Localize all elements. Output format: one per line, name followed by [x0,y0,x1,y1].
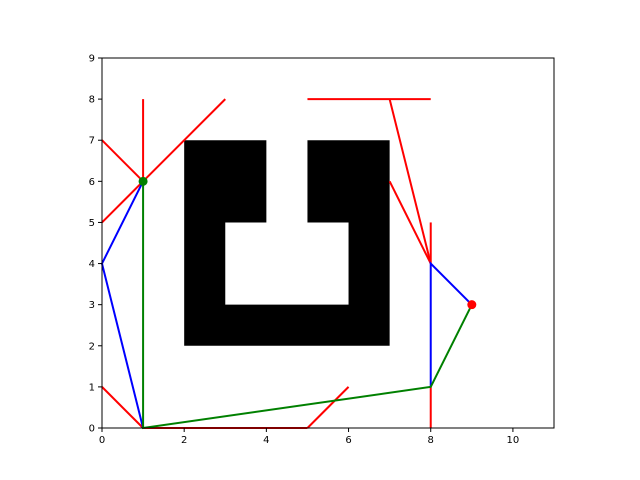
red-segment-5 [388,98,432,264]
red-segment-1 [142,98,226,183]
y-tick-label-2: 2 [89,341,95,352]
y-tick-label-7: 7 [89,136,95,147]
x-tick-label-4: 4 [263,435,269,446]
goal-point [467,300,477,310]
y-tick-label-3: 3 [89,300,95,311]
red-segment-2 [101,139,144,183]
axes-frame [101,57,555,429]
y-tick-label-9: 9 [89,54,95,65]
y-tick-label-8: 8 [89,95,95,106]
x-tick-label-0: 0 [99,435,105,446]
y-tick-label-5: 5 [89,218,95,229]
y-tick-label-6: 6 [89,177,95,188]
x-tick-label-6: 6 [345,435,351,446]
x-tick-label-8: 8 [428,435,434,446]
obstacle-polygon [184,140,390,346]
blue-path-1 [429,261,473,387]
y-tick-label-4: 4 [89,259,95,270]
x-tick-label-10: 10 [507,435,520,446]
x-tick-label-2: 2 [181,435,187,446]
start-point [138,176,148,186]
red-segment-6 [388,180,432,265]
red-segment-9 [101,386,144,429]
red-segment-3 [101,180,144,224]
y-tick-label-1: 1 [89,382,95,393]
axes: 0 2 4 6 8 10 0 1 2 3 4 5 6 7 8 9 [89,54,520,447]
green-path [142,181,473,430]
y-tick-label-0: 0 [89,424,95,435]
red-segment-11 [306,386,350,429]
